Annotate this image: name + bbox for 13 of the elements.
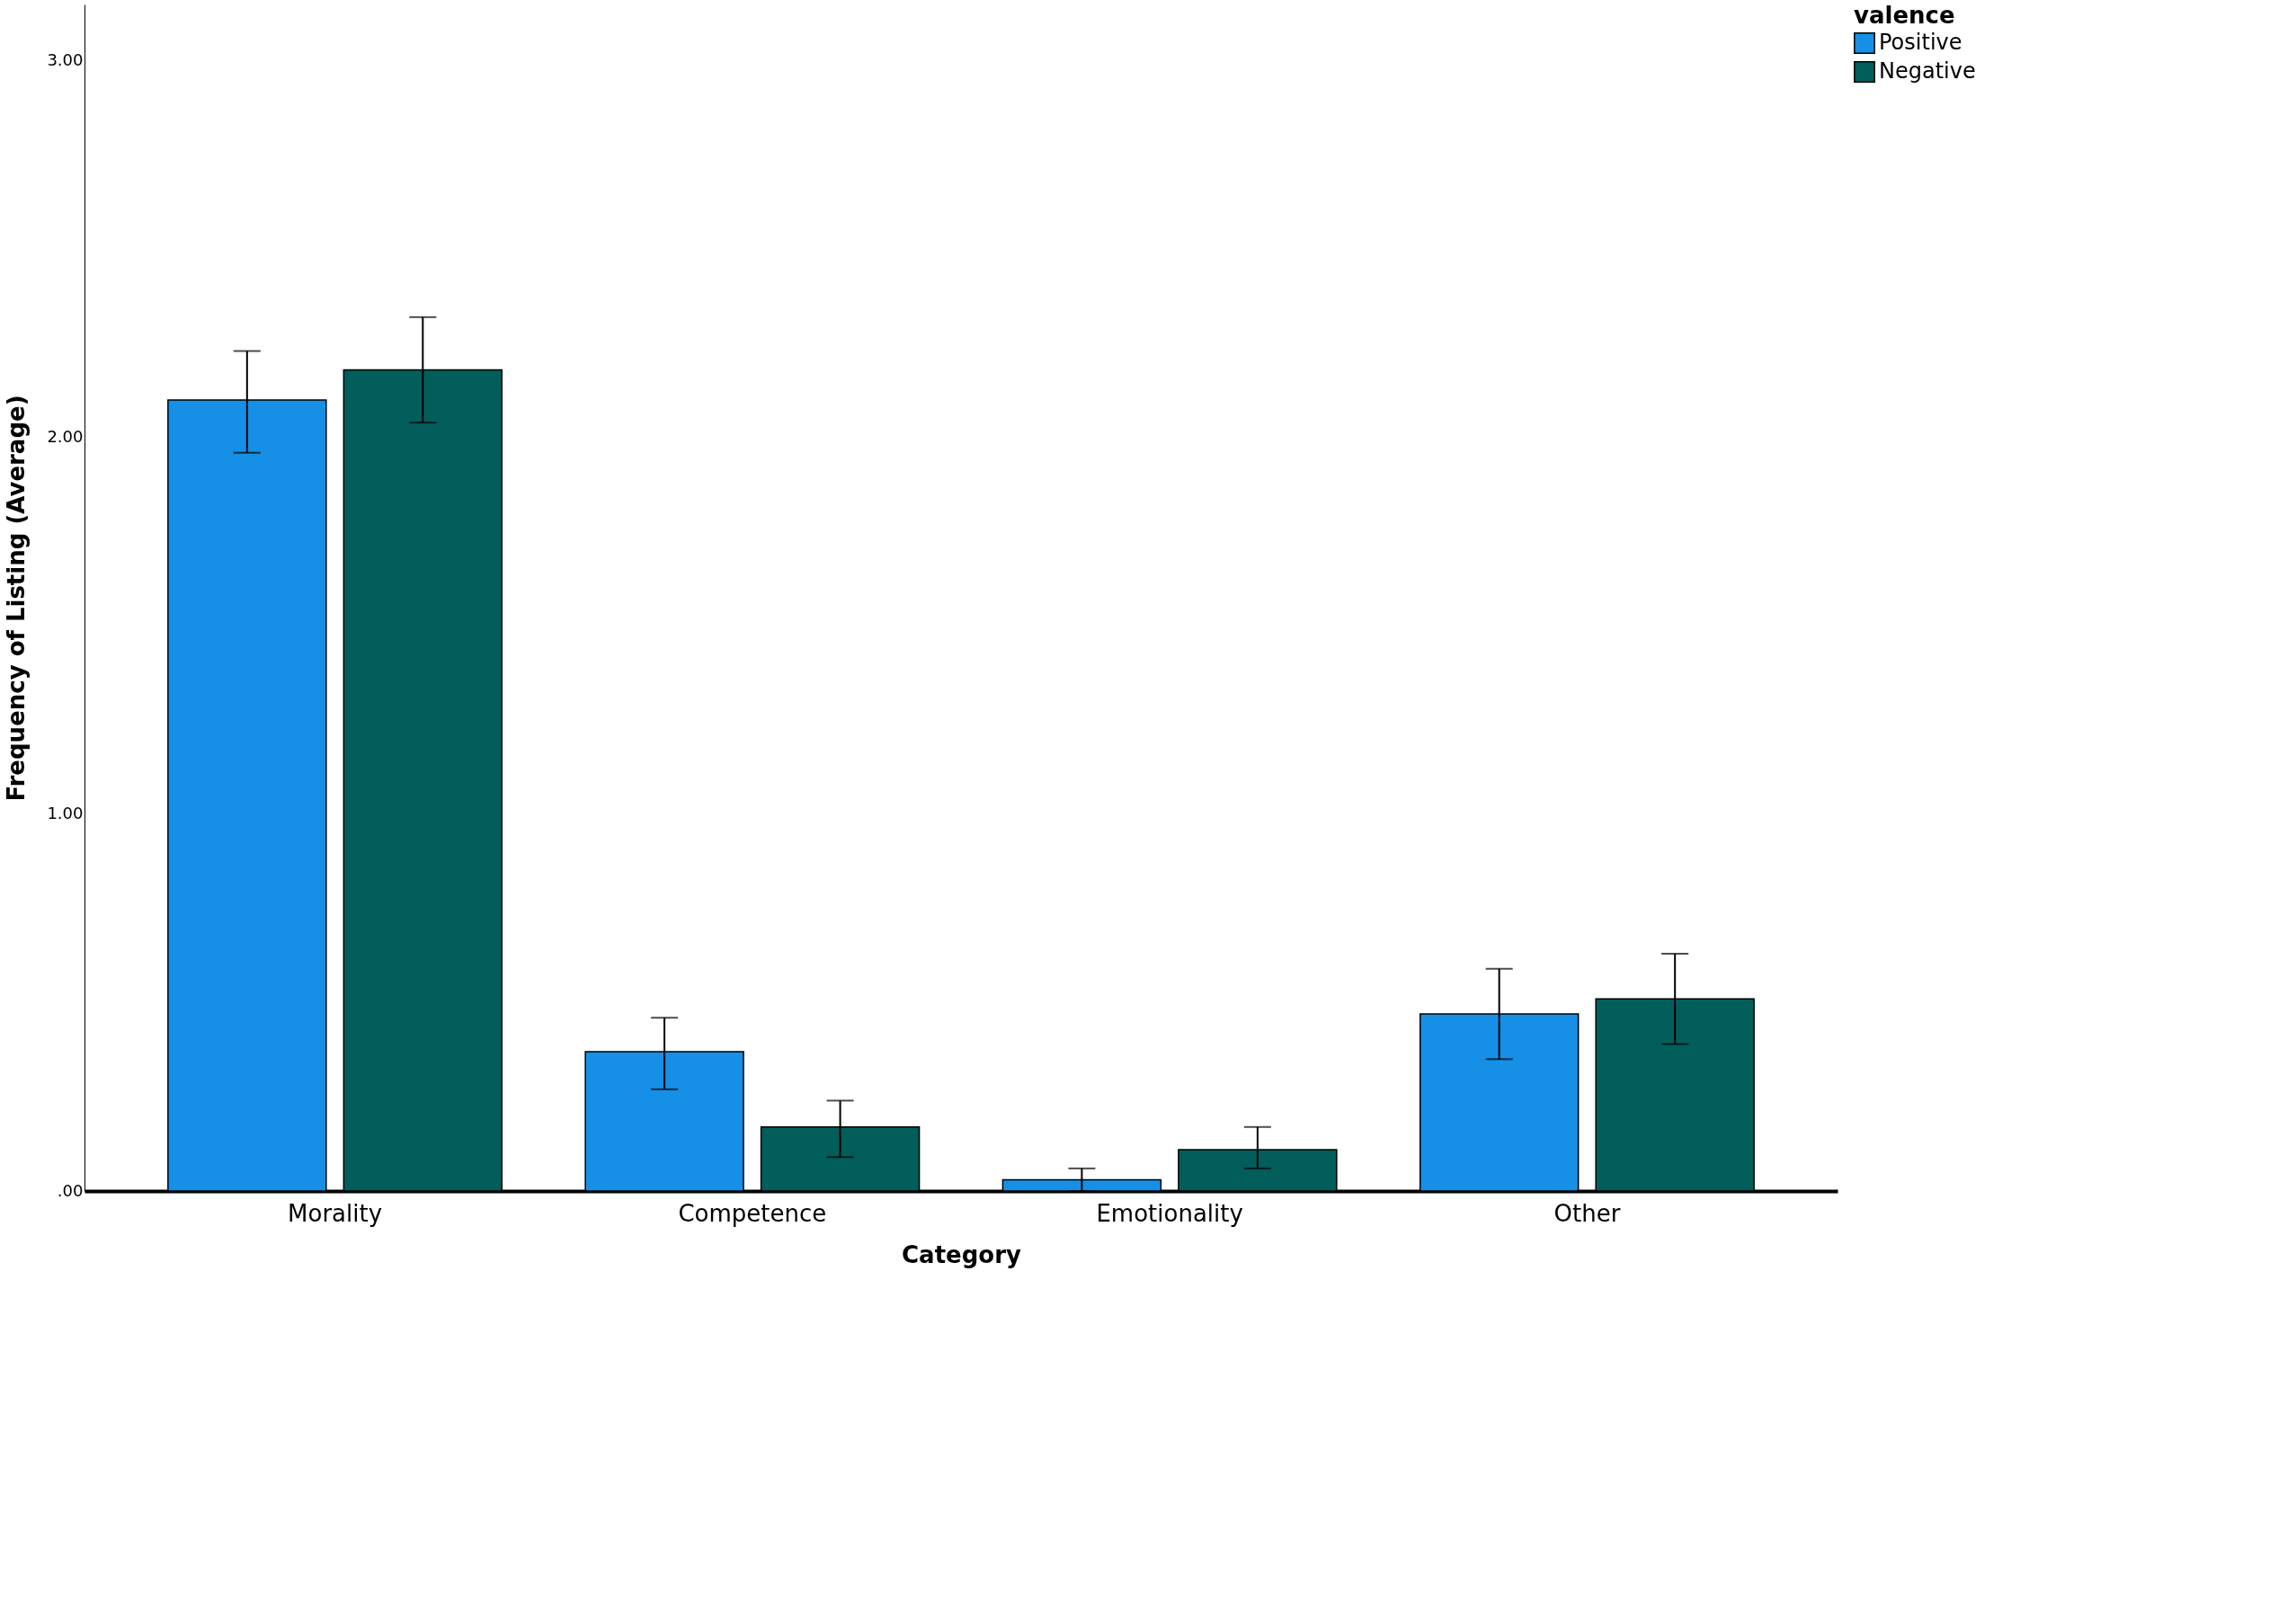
y-tick-label: 1.00 (47, 804, 84, 823)
legend-label: Positive (1879, 30, 1962, 55)
legend-title: valence (1854, 2, 1955, 29)
x-tick-label: Competence (678, 1199, 827, 1227)
y-tick-label: 3.00 (47, 50, 84, 70)
y-tick-label: .00 (57, 1180, 84, 1200)
y-tick-label: 2.00 (47, 427, 84, 447)
legend-label: Negative (1879, 58, 1976, 84)
x-tick-label: Emotionality (1096, 1199, 1243, 1227)
x-tick-label: Morality (288, 1199, 383, 1227)
y-axis-title: Frequency of Listing (Average) (3, 395, 31, 802)
x-tick-label: Other (1553, 1199, 1621, 1227)
x-axis-title: Category (902, 1240, 1022, 1268)
